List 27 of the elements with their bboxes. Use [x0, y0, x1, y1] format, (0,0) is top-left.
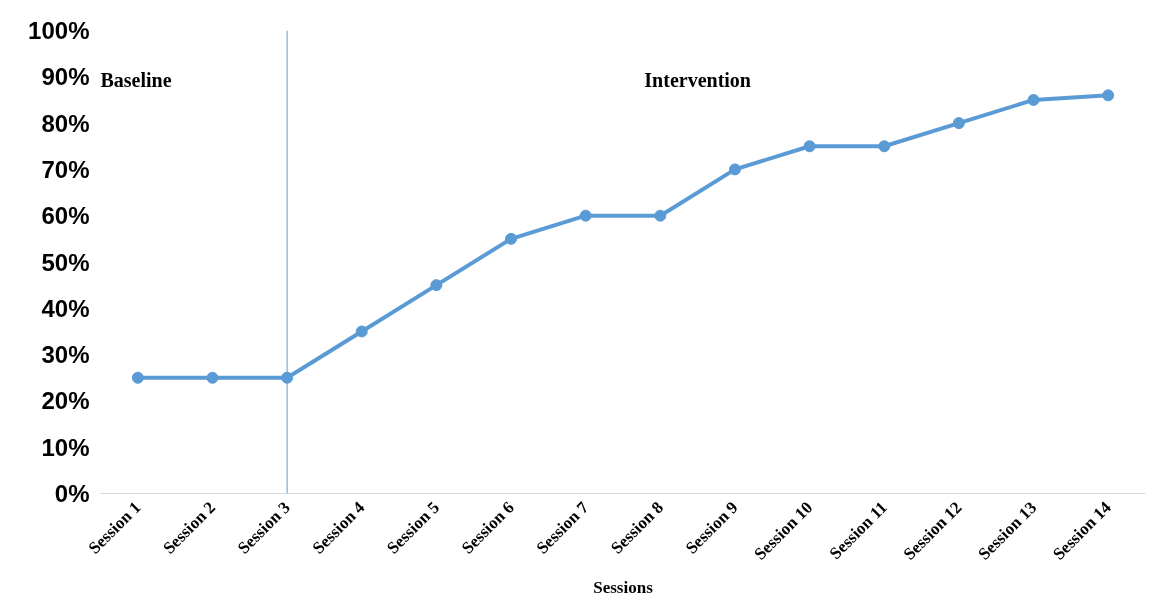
point: [878, 140, 891, 153]
point: [505, 232, 518, 245]
point: [131, 371, 144, 384]
y-tick-label: 100%: [28, 17, 90, 44]
point: [579, 209, 592, 222]
point: [430, 279, 443, 292]
point: [1102, 89, 1115, 102]
y-tick-label: 20%: [41, 387, 90, 415]
y-tick-label: 10%: [41, 433, 90, 461]
y-tick-label: 80%: [41, 109, 90, 137]
y-tick-label: 30%: [41, 341, 90, 369]
point: [355, 325, 368, 338]
y-tick-label: 60%: [41, 202, 90, 230]
y-tick-label: 40%: [41, 294, 90, 322]
point: [803, 140, 816, 153]
point: [1027, 93, 1040, 106]
y-tick-label: 70%: [41, 155, 90, 183]
y-tick-label: 50%: [41, 248, 90, 276]
point: [728, 163, 741, 176]
point: [206, 371, 219, 384]
y-tick-label: 0%: [54, 480, 90, 507]
y-tick-label: 90%: [41, 63, 90, 91]
annotation: Intervention: [644, 68, 751, 91]
annotation: Baseline: [100, 68, 172, 91]
point: [654, 209, 667, 222]
x-axis-title: Sessions: [593, 578, 654, 598]
point: [952, 117, 965, 130]
